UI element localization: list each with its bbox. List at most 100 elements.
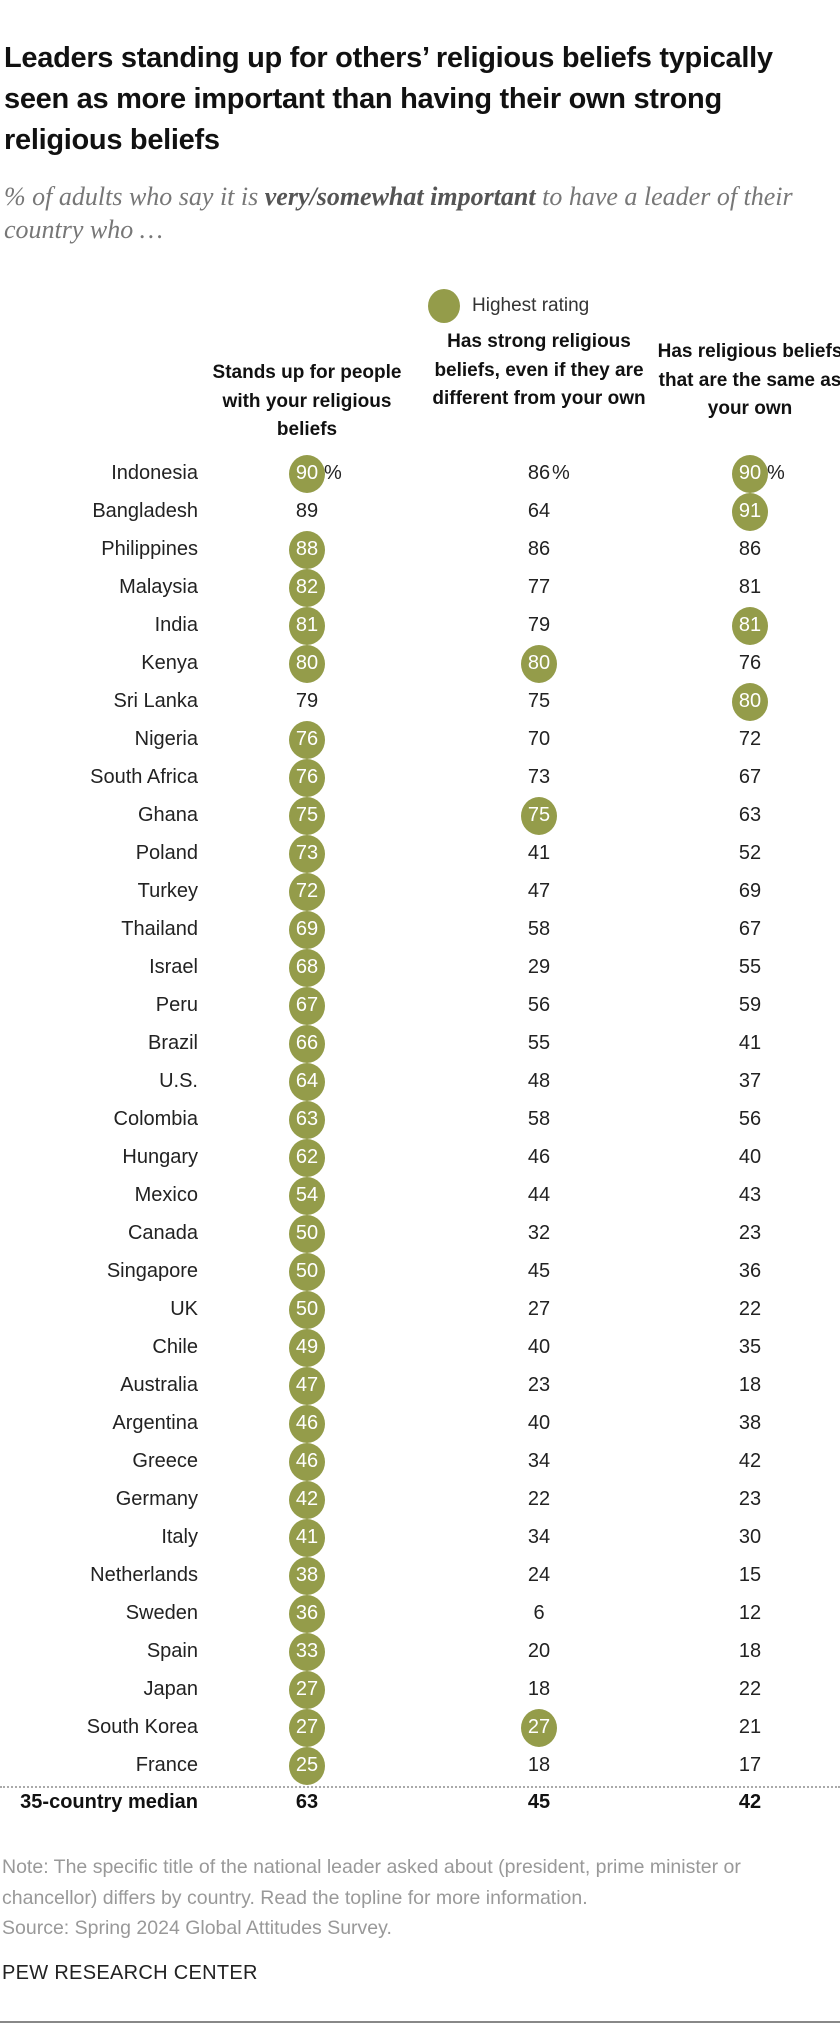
data-value: 91 [738, 500, 762, 522]
country-label: Bangladesh [92, 500, 198, 522]
data-value: 64 [527, 500, 551, 522]
data-value: 55 [527, 1032, 551, 1054]
highest-rating-circle [289, 1519, 325, 1557]
data-value: 40 [527, 1336, 551, 1358]
data-value: 24 [527, 1564, 551, 1586]
data-value: 68 [295, 956, 319, 978]
country-label: UK [170, 1298, 198, 1320]
data-value: 46 [527, 1146, 551, 1168]
data-value: 41 [738, 1032, 762, 1054]
highest-rating-circle [289, 1481, 325, 1519]
highest-rating-circle [289, 1747, 325, 1785]
data-value: 79 [295, 690, 319, 712]
data-value: 32 [527, 1222, 551, 1244]
country-label: Thailand [121, 918, 198, 940]
data-value: 86 [527, 462, 551, 484]
highest-rating-circle [289, 721, 325, 759]
country-label: Germany [115, 1488, 198, 1510]
highest-rating-circle [289, 987, 325, 1025]
data-value: 41 [527, 842, 551, 864]
data-value: 40 [738, 1146, 762, 1168]
country-label: Philippines [101, 538, 198, 560]
data-value: 42 [295, 1488, 319, 1510]
column-header-same-beliefs: Has religious beliefs that are the same … [657, 341, 840, 419]
highest-rating-circle [289, 1025, 325, 1063]
highest-rating-circle [289, 569, 325, 607]
data-value: 86 [738, 538, 762, 560]
data-value: 12 [738, 1602, 762, 1624]
highest-rating-circle [732, 493, 768, 531]
country-label: South Korea [86, 1716, 198, 1738]
data-value: 27 [527, 1298, 551, 1320]
data-value: 62 [295, 1146, 319, 1168]
highest-rating-circle [289, 759, 325, 797]
data-value: 21 [738, 1716, 762, 1738]
data-value: 81 [738, 576, 762, 598]
data-value: 82 [295, 576, 319, 598]
data-value: 69 [738, 880, 762, 902]
median-divider [0, 1786, 840, 1788]
data-value: 81 [295, 614, 319, 636]
country-label: India [154, 614, 198, 636]
highest-rating-circle [289, 873, 325, 911]
chart-title: Leaders standing up for others’ religiou… [4, 42, 773, 156]
subtitle-emphasis: very/somewhat important [264, 182, 536, 211]
data-value: 67 [295, 994, 319, 1016]
highest-rating-circle [732, 455, 768, 493]
data-value: 22 [527, 1488, 551, 1510]
country-label: France [135, 1754, 198, 1776]
data-value: 23 [527, 1374, 551, 1396]
data-value: 36 [295, 1602, 319, 1624]
data-value: 76 [295, 728, 319, 750]
country-label: Greece [132, 1450, 198, 1472]
data-value: 27 [295, 1716, 319, 1738]
country-label: Peru [155, 994, 198, 1016]
data-value: 47 [527, 880, 551, 902]
country-label: Italy [161, 1526, 198, 1548]
country-label: Poland [135, 842, 198, 864]
data-value: 37 [738, 1070, 762, 1092]
median-value: 45 [527, 1791, 551, 1813]
country-label: Colombia [113, 1108, 198, 1130]
data-value: 50 [295, 1260, 319, 1282]
data-value: 48 [527, 1070, 551, 1092]
highest-rating-circle [289, 645, 325, 683]
data-value: 67 [738, 766, 762, 788]
chart-subtitle: % of adults who say it is very/somewhat … [4, 180, 834, 246]
highest-rating-circle [732, 683, 768, 721]
data-value: 54 [295, 1184, 319, 1206]
country-label: Brazil [147, 1032, 198, 1054]
highest-rating-circle [289, 1405, 325, 1443]
country-label: Kenya [141, 652, 198, 674]
highest-rating-circle [289, 1329, 325, 1367]
data-value: 34 [527, 1526, 551, 1548]
highest-rating-circle [289, 1253, 325, 1291]
data-value: 18 [527, 1678, 551, 1700]
median-label: 35-country median [20, 1791, 198, 1813]
highest-rating-circle [289, 1443, 325, 1481]
data-value: 29 [527, 956, 551, 978]
highest-rating-circle [289, 911, 325, 949]
data-value: 38 [295, 1564, 319, 1586]
data-value: 81 [738, 614, 762, 636]
data-value: 77 [527, 576, 551, 598]
highest-rating-circle [289, 1139, 325, 1177]
data-value: 76 [295, 766, 319, 788]
legend: Highest rating [428, 288, 589, 324]
data-value: 72 [295, 880, 319, 902]
highest-rating-circle [289, 1595, 325, 1633]
data-value: 30 [738, 1526, 762, 1548]
data-value: 56 [527, 994, 551, 1016]
country-label: Canada [127, 1222, 198, 1244]
data-value: 46 [295, 1412, 319, 1434]
data-value: 49 [295, 1336, 319, 1358]
data-value: 33 [295, 1640, 319, 1662]
median-value: 42 [738, 1791, 762, 1813]
highest-rating-circle [289, 1633, 325, 1671]
percent-sign: % [767, 462, 785, 484]
data-value: 70 [527, 728, 551, 750]
brand-logo-text: PEW RESEARCH CENTER [2, 1962, 258, 1984]
data-value: 18 [527, 1754, 551, 1776]
country-label: Sri Lanka [113, 690, 199, 712]
data-value: 27 [527, 1716, 551, 1738]
